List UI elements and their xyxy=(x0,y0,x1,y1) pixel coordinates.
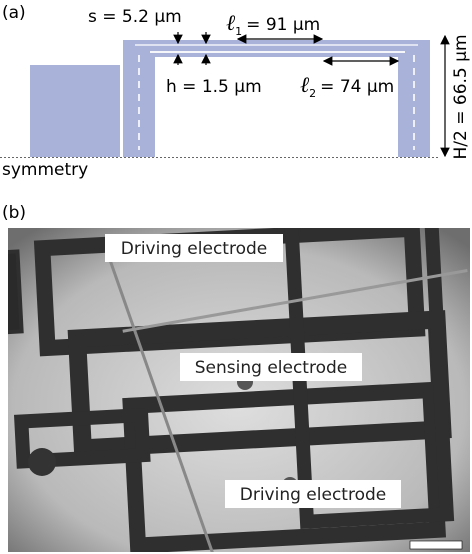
beam xyxy=(155,40,398,57)
scale-bar xyxy=(410,541,462,549)
symmetry-label: symmetry xyxy=(2,160,88,180)
half-height-label: H/2 = 66.5 µm xyxy=(451,34,471,159)
dot xyxy=(28,448,56,476)
value-text: = 91 µm xyxy=(246,15,320,35)
h-label: h = 1.5 µm xyxy=(166,77,262,97)
anchor-block xyxy=(30,65,120,157)
panel-b: (b) Driving electrode Sensing electrode … xyxy=(0,203,470,554)
panel-a: (a) s = 5.2 µm ℓ1= 91 µm h = 1.5 µm ℓ2= … xyxy=(0,3,471,180)
page: (a) s = 5.2 µm ℓ1= 91 µm h = 1.5 µm ℓ2= … xyxy=(0,0,472,554)
l2-label: ℓ2= 74 µm xyxy=(300,73,394,100)
subscript: 1 xyxy=(235,25,242,38)
pad xyxy=(0,251,22,333)
figure: (a) s = 5.2 µm ℓ1= 91 µm h = 1.5 µm ℓ2= … xyxy=(0,0,472,554)
electrode-label: Driving electrode xyxy=(121,239,267,259)
panel-label: (b) xyxy=(2,203,26,223)
s-label: s = 5.2 µm xyxy=(88,7,182,27)
electrode-label: Sensing electrode xyxy=(195,358,348,378)
value-text: = 74 µm xyxy=(320,77,394,97)
electrode-label: Driving electrode xyxy=(240,485,386,505)
panel-label: (a) xyxy=(2,3,26,23)
l1-label: ℓ1= 91 µm xyxy=(226,11,320,38)
subscript: 2 xyxy=(309,87,316,100)
